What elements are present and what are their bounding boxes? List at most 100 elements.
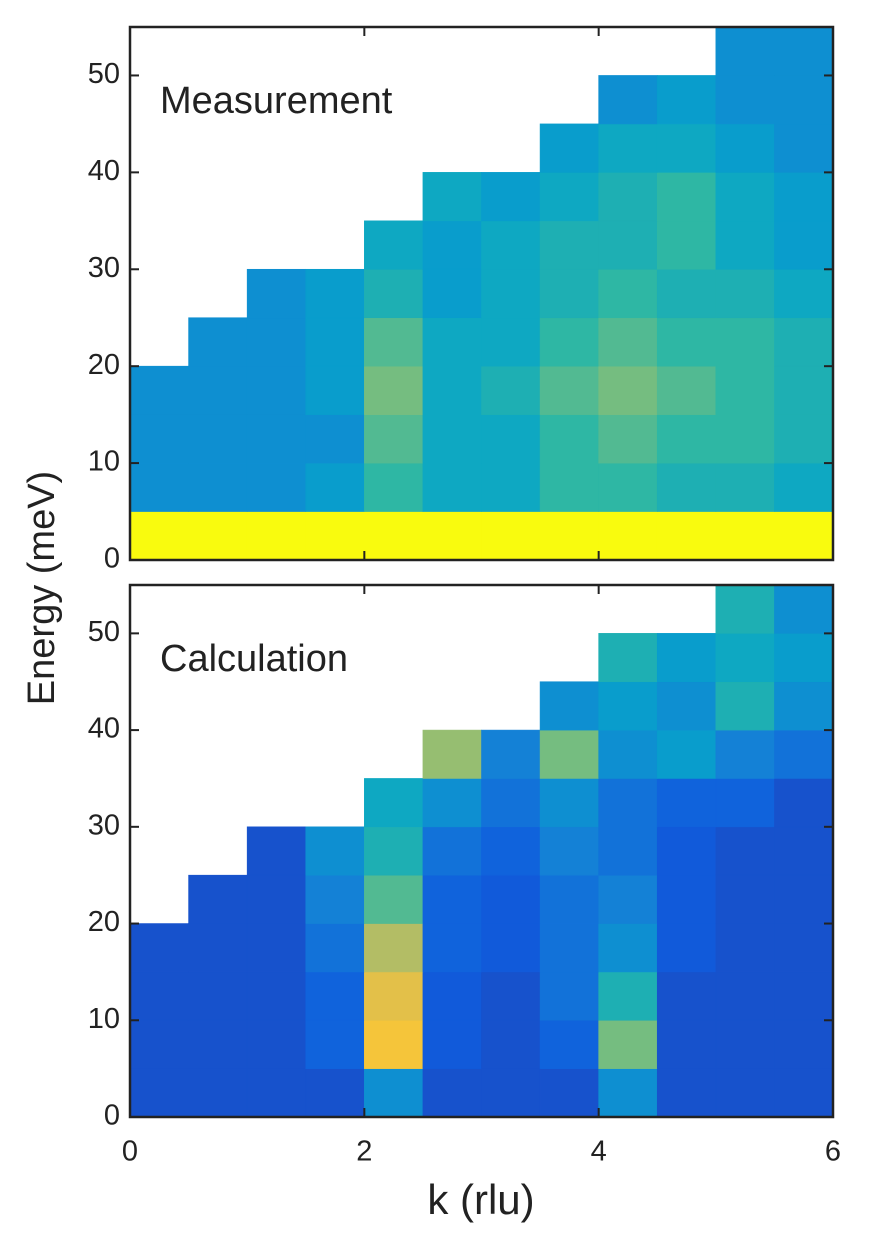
y-tick-label: 10	[88, 1003, 120, 1035]
heatmap-cell	[598, 729, 658, 779]
heatmap-cell	[481, 971, 541, 1021]
heatmap-cell	[481, 414, 541, 464]
heatmap-cell	[422, 172, 482, 222]
heatmap-cell	[305, 317, 365, 367]
heatmap-cell	[188, 317, 248, 367]
heatmap-cell	[305, 365, 365, 415]
heatmap-cell	[774, 268, 834, 319]
heatmap-cell	[129, 1068, 189, 1118]
heatmap-cell	[188, 511, 248, 561]
heatmap-cell	[715, 1019, 775, 1069]
heatmap-cell	[129, 1019, 189, 1069]
heatmap-cell	[305, 971, 365, 1021]
heatmap-cell	[481, 220, 541, 270]
heatmap-cell	[305, 462, 365, 512]
heatmap-cell	[656, 729, 717, 779]
heatmap-cell	[715, 220, 775, 270]
heatmap-cell	[774, 1019, 834, 1069]
heatmap-cell	[774, 826, 834, 876]
heatmap-cell	[774, 633, 834, 683]
y-tick-label: 0	[104, 1100, 120, 1132]
x-tick-label: 6	[825, 1136, 841, 1168]
y-tick-label: 40	[88, 155, 120, 187]
heatmap-cell	[774, 923, 834, 973]
heatmap-cell	[539, 268, 599, 319]
heatmap-cell	[598, 778, 658, 828]
heatmap-cell	[539, 778, 599, 828]
heatmap-cell	[422, 1068, 482, 1118]
heatmap-cell	[539, 681, 599, 731]
heatmap-cell	[715, 462, 775, 512]
heatmap-cell	[774, 462, 834, 512]
heatmap-cell	[129, 511, 189, 561]
heatmap-cell	[656, 1019, 717, 1069]
heatmap-cell	[539, 1019, 599, 1069]
heatmap-cell	[598, 971, 658, 1021]
heatmap-cell	[774, 584, 834, 634]
heatmap-cell	[539, 317, 599, 367]
heatmap-cell	[188, 414, 248, 464]
heatmap-cell	[774, 729, 834, 779]
heatmap-cell	[364, 511, 424, 561]
panel-title: Measurement	[160, 80, 393, 122]
heatmap-cell	[656, 826, 717, 876]
heatmap-cell	[656, 462, 717, 512]
heatmap-cell	[715, 26, 775, 76]
heatmap-cell	[364, 971, 424, 1021]
y-tick-label: 20	[88, 349, 120, 381]
heatmap-cell	[656, 778, 717, 828]
heatmap-cell	[364, 365, 424, 415]
heatmap-cell	[656, 681, 717, 731]
heatmap-cell	[656, 414, 717, 464]
heatmap-cell	[246, 268, 307, 319]
heatmap-cell	[715, 365, 775, 415]
heatmap-cell	[774, 317, 834, 367]
heatmap-cell	[656, 511, 717, 561]
heatmap-cell	[481, 1068, 541, 1118]
heatmap-cell	[305, 826, 365, 876]
y-tick-label: 0	[104, 543, 120, 575]
heatmap-cell	[656, 123, 717, 173]
heatmap-cell	[539, 414, 599, 464]
heatmap-cell	[598, 268, 658, 319]
heatmap-cell	[422, 462, 482, 512]
heatmap-cell	[656, 172, 717, 222]
heatmap-cell	[774, 172, 834, 222]
heatmap-cell	[715, 923, 775, 973]
heatmap-cell	[246, 1019, 307, 1069]
heatmap-cell	[364, 414, 424, 464]
heatmap-cell	[188, 462, 248, 512]
heatmap-cell	[364, 220, 424, 270]
heatmap-cell	[774, 778, 834, 828]
panel-title: Calculation	[160, 638, 348, 680]
heatmap-cell	[305, 511, 365, 561]
heatmap-cell	[774, 414, 834, 464]
heatmap-cell	[246, 1068, 307, 1118]
heatmap-cell	[481, 365, 541, 415]
x-tick-label: 2	[356, 1136, 372, 1168]
heatmap-cell	[656, 923, 717, 973]
heatmap-cell	[539, 123, 599, 173]
heatmap-cell	[715, 268, 775, 319]
y-axis-label: Energy (meV)	[21, 471, 63, 705]
heatmap-cell	[481, 1019, 541, 1069]
heatmap-cell	[656, 317, 717, 367]
heatmap-cell	[774, 123, 834, 173]
heatmap-cell	[539, 874, 599, 924]
heatmap-cell	[598, 317, 658, 367]
heatmap-cell	[598, 462, 658, 512]
heatmap-cell	[774, 511, 834, 561]
heatmap-cell	[305, 268, 365, 319]
heatmap-cell	[598, 1068, 658, 1118]
heatmap-cell	[715, 123, 775, 173]
x-axis-label: k (rlu)	[427, 1176, 534, 1223]
heatmap-cell	[422, 874, 482, 924]
heatmap-cell	[715, 778, 775, 828]
y-tick-label: 50	[88, 58, 120, 90]
heatmap-cell	[656, 971, 717, 1021]
heatmap-cell	[539, 1068, 599, 1118]
heatmap-cell	[305, 414, 365, 464]
y-tick-label: 10	[88, 446, 120, 478]
x-tick-label: 0	[122, 1136, 138, 1168]
